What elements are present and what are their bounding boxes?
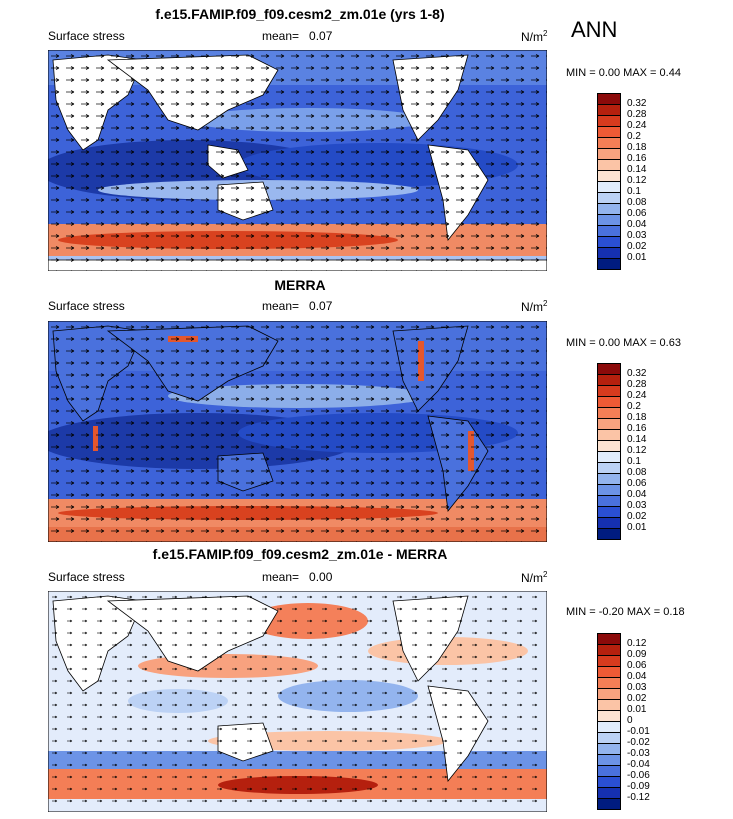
panel-2-variable-label: Surface stress [48, 299, 125, 313]
panel-1-colorbar-label: 0.02 [627, 241, 647, 252]
panel-3-colorbar-label: -0.04 [627, 759, 650, 770]
panel-1-mean-value: 0.07 [309, 29, 333, 43]
panel-3-colorbar-label: -0.12 [627, 792, 650, 803]
panel-1-colorbar-label: 0.03 [627, 230, 647, 241]
panel-2-colorbar-label: 0.14 [627, 434, 647, 445]
panel-2-mean-label: mean= 0.07 [262, 299, 332, 313]
panel-1-units-text: N/m [521, 30, 543, 44]
panel-2-mean-value: 0.07 [309, 299, 333, 313]
panel-1-mean-label: mean= 0.07 [262, 29, 332, 43]
panel-3-mean-label: mean= 0.00 [262, 570, 332, 584]
panel-2-colorbar-label: 0.08 [627, 467, 647, 478]
panel-1-colorbar-label: 0.14 [627, 164, 647, 175]
panel-1-units-sup: 2 [543, 29, 548, 38]
panel-2-map [48, 321, 547, 542]
panel-2-colorbar-swatch [597, 528, 621, 540]
panel-2-colorbar-label: 0.18 [627, 412, 647, 423]
panel-2-colorbar-label: 0.03 [627, 500, 647, 511]
panel-1-vectors [48, 50, 547, 271]
panel-1-colorbar-label: 0.01 [627, 252, 647, 263]
panel-2-mean-text: mean= [262, 299, 300, 313]
panel-3-colorbar-label: 0.04 [627, 671, 647, 682]
panel-1-map [48, 50, 547, 271]
panel-3-colorbar-label: -0.03 [627, 748, 650, 759]
panel-1-colorbar-swatch [597, 258, 621, 270]
panel-2-colorbar-label: 0.12 [627, 445, 647, 456]
panel-1-colorbar-label: 0.04 [627, 219, 647, 230]
panel-3-units: N/m2 [521, 570, 547, 585]
panel-3-colorbar-label: 0.06 [627, 660, 647, 671]
panel-1-colorbar-label: 0.18 [627, 142, 647, 153]
panel-1-colorbar-label: 0.06 [627, 208, 647, 219]
panel-3-min-max: MIN = -0.20 MAX = 0.18 [566, 606, 685, 618]
panel-3-colorbar-label: 0.09 [627, 649, 647, 660]
panel-3-colorbar: 0.12 0.09 0.06 0.04 0.03 0.02 0.01 0 -0.01 -0.02-… [597, 633, 650, 810]
panel-1-mean-text: mean= [262, 29, 300, 43]
panel-2-colorbar-label: 0.01 [627, 522, 647, 533]
panel-3-colorbar-label: 0.12 [627, 638, 647, 649]
panel-3-colorbar-label: -0.02 [627, 737, 650, 748]
panel-2-vectors [48, 321, 547, 542]
panel-2-colorbar-label: 0.06 [627, 478, 647, 489]
panel-2-colorbar-label: 0.16 [627, 423, 647, 434]
panel-3-colorbar-label: 0.03 [627, 682, 647, 693]
panel-3-colorbar-label: -0.06 [627, 770, 650, 781]
panel-1-colorbar-label: 0.12 [627, 175, 647, 186]
panel-3-map [48, 591, 547, 812]
panel-2-min-max: MIN = 0.00 MAX = 0.63 [566, 337, 681, 349]
panel-2-colorbar-label: 0.24 [627, 390, 647, 401]
panel-3-title: f.e15.FAMIP.f09_f09.cesm2_zm.01e - MERRA [152, 546, 448, 562]
panel-3-colorbar-swatch [597, 798, 621, 810]
panel-3-colorbar-label: -0.09 [627, 781, 650, 792]
panel-1-colorbar: 0.32 0.28 0.24 0.2 0.18 0.16 0.14 0.12 0.1 0.08 0.… [597, 93, 646, 270]
panel-1-colorbar-label: 0.32 [627, 98, 647, 109]
season-label: ANN [571, 17, 618, 42]
panel-1-colorbar-label: 0.1 [627, 186, 641, 197]
panel-3-units-sup: 2 [543, 570, 548, 579]
panel-2-units-text: N/m [521, 300, 543, 314]
panel-2-colorbar-label: 0.1 [627, 456, 641, 467]
panel-1-variable-label: Surface stress [48, 29, 125, 43]
panel-3-mean-value: 0.00 [309, 570, 333, 584]
panel-1-colorbar-label: 0.08 [627, 197, 647, 208]
panel-1-colorbar-label: 0.2 [627, 131, 641, 142]
panel-2-units: N/m2 [521, 299, 547, 314]
panel-3-units-text: N/m [521, 571, 543, 585]
panel-1-colorbar-label: 0.16 [627, 153, 647, 164]
panel-3-colorbar-label: 0.01 [627, 704, 647, 715]
panel-1-units: N/m2 [521, 29, 547, 44]
panel-2-title: MERRA [274, 277, 326, 293]
panel-2-colorbar-label: 0.04 [627, 489, 647, 500]
panel-3-vectors [48, 591, 547, 812]
panel-3-colorbar-label: 0 [627, 715, 633, 726]
panel-2-colorbar-label: 0.2 [627, 401, 641, 412]
panel-3-colorbar-label: -0.01 [627, 726, 650, 737]
panel-2-colorbar: 0.32 0.28 0.24 0.2 0.18 0.16 0.14 0.12 0.1 0.08 0.… [597, 363, 646, 540]
panel-3-colorbar-label: 0.02 [627, 693, 647, 704]
panel-3-variable-label: Surface stress [48, 570, 125, 584]
panel-2-colorbar-label: 0.32 [627, 368, 647, 379]
panel-1-min-max: MIN = 0.00 MAX = 0.44 [566, 67, 681, 79]
panel-2-units-sup: 2 [543, 299, 548, 308]
panel-2-colorbar-label: 0.02 [627, 511, 647, 522]
panel-3-mean-text: mean= [262, 570, 300, 584]
panel-1-title: f.e15.FAMIP.f09_f09.cesm2_zm.01e (yrs 1-… [155, 6, 445, 22]
panel-2-colorbar-label: 0.28 [627, 379, 647, 390]
panel-1-colorbar-label: 0.24 [627, 120, 647, 131]
panel-1-colorbar-label: 0.28 [627, 109, 647, 120]
